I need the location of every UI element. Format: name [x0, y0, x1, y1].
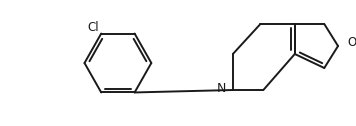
- Text: Cl: Cl: [88, 21, 99, 34]
- Text: O: O: [347, 36, 356, 49]
- Text: N: N: [216, 82, 226, 94]
